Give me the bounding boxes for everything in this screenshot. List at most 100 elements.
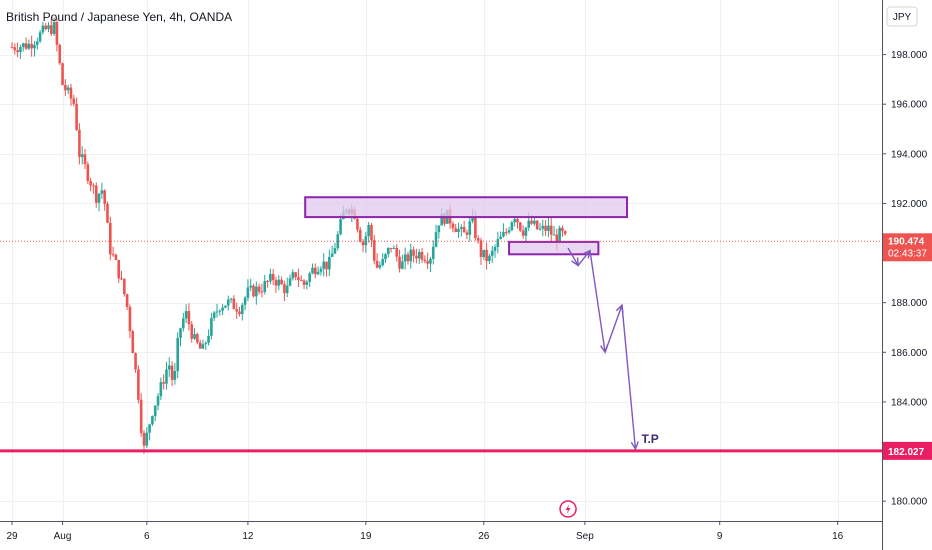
candle-body [97, 193, 101, 203]
candle [193, 328, 196, 341]
candle [263, 274, 267, 295]
candle [375, 253, 379, 269]
candle-body [151, 416, 154, 425]
y-tick-label: 194.000 [891, 149, 928, 160]
candle-body [516, 219, 519, 223]
candle-body [471, 216, 474, 222]
candle [269, 268, 272, 285]
currency-button[interactable]: JPY [886, 6, 918, 27]
candle-body [240, 304, 244, 315]
candle-body [558, 227, 561, 243]
candle-body [35, 41, 39, 45]
candle [561, 225, 564, 237]
candle-body [479, 240, 483, 257]
x-tick-label: 16 [832, 531, 844, 542]
candle-body [117, 259, 121, 279]
candle-body [294, 272, 297, 278]
candle [170, 361, 174, 387]
candle [58, 43, 62, 66]
candle-body [507, 230, 511, 233]
candle [255, 281, 258, 305]
candle-body [218, 310, 222, 312]
candle [218, 309, 222, 316]
y-tick-label: 198.000 [891, 50, 928, 61]
candle-body [114, 254, 118, 260]
candle [117, 259, 121, 283]
candle [114, 253, 118, 261]
candle-body [305, 281, 309, 285]
candle [457, 222, 460, 239]
candle-body [367, 225, 370, 237]
candle-body [490, 250, 494, 256]
candle-body [325, 261, 328, 270]
candle [41, 21, 45, 35]
candle-body [356, 218, 359, 230]
candle [125, 293, 129, 311]
candle [80, 146, 84, 165]
candle-body [274, 280, 278, 286]
candle [420, 248, 424, 264]
candle [173, 363, 177, 385]
candle [299, 275, 303, 281]
candle-body [392, 248, 396, 250]
candle-body [375, 260, 379, 268]
candle [38, 29, 42, 43]
candle-body [27, 43, 31, 49]
candle-body [499, 236, 502, 240]
candle [103, 189, 106, 211]
candle-body [361, 241, 365, 246]
x-tick-label: 6 [144, 531, 150, 542]
candle [94, 182, 98, 208]
current-price-countdown: 02:43:37 [888, 248, 927, 259]
projection-segment [604, 304, 623, 353]
candle [167, 357, 171, 378]
candle-body [269, 273, 272, 282]
candle-body [78, 129, 81, 157]
candle-body [521, 230, 525, 236]
candle-body [496, 239, 500, 247]
candle [69, 83, 73, 106]
candle [558, 225, 561, 243]
candle [226, 295, 230, 311]
candle-body [83, 154, 87, 165]
candle-body [134, 353, 137, 370]
candle-body [502, 231, 505, 237]
candle-body [255, 286, 258, 297]
candle [221, 304, 224, 316]
candle-body [285, 285, 289, 294]
candle-body [16, 50, 19, 53]
candle-body [260, 291, 264, 293]
candle-body [381, 259, 384, 266]
candle-body [184, 310, 188, 319]
candle [468, 216, 472, 242]
candle [314, 263, 317, 279]
candle-body [302, 280, 306, 285]
candle-body [555, 234, 559, 243]
candle [30, 35, 33, 57]
candle [111, 246, 115, 257]
candle [249, 278, 253, 292]
lightning-icon-bolt [565, 504, 571, 514]
candle [311, 263, 314, 275]
candle-body [291, 272, 295, 279]
candle-body [538, 228, 542, 230]
candle [159, 377, 163, 400]
candle [538, 223, 542, 231]
candle [16, 42, 19, 58]
candle-body [235, 309, 238, 312]
candle [44, 22, 47, 31]
candle-body [167, 365, 171, 370]
candle [465, 229, 469, 240]
candle-body [510, 222, 514, 231]
candle [13, 43, 17, 55]
candle-body [451, 223, 455, 229]
candle-body [170, 365, 174, 380]
candle [493, 244, 497, 258]
candle [496, 231, 500, 254]
candle [215, 303, 219, 318]
candle [288, 274, 292, 287]
candle [246, 279, 250, 302]
candle [488, 253, 491, 265]
candle [454, 224, 458, 233]
